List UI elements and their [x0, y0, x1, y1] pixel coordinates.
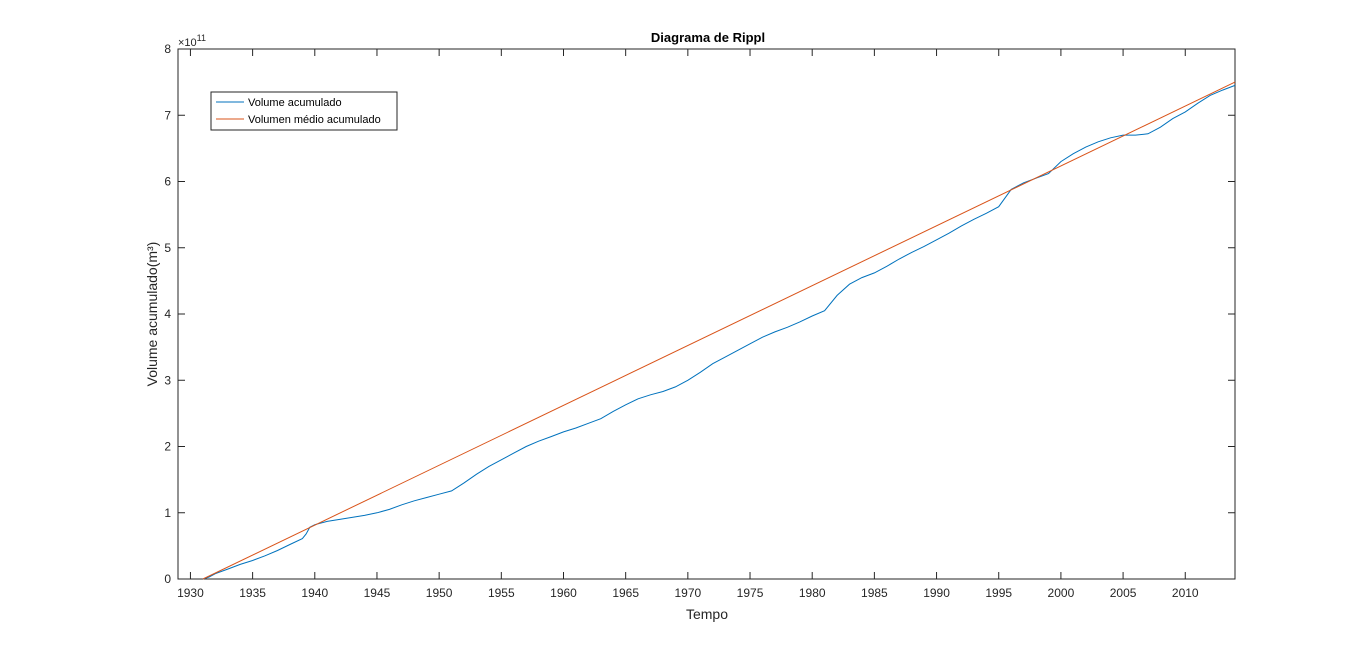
y-tick-label: 0: [164, 572, 171, 586]
x-tick-label: 1935: [239, 586, 266, 600]
series-layer: [202, 81, 1236, 580]
y-tick-label: 1: [164, 506, 171, 520]
x-tick-label: 2010: [1172, 586, 1199, 600]
x-tick-label: 1940: [301, 586, 328, 600]
y-exponent-base: ×10: [178, 37, 197, 49]
series-line-volume-acumulado: [202, 84, 1236, 580]
plot-frame: [177, 48, 1236, 580]
y-tick-label: 2: [164, 440, 171, 454]
x-tick-label: 1945: [364, 586, 391, 600]
y-tick-label: 4: [164, 307, 171, 321]
y-axis-ticks: 0 1 2 3 4 5 6 7 8: [164, 42, 1235, 586]
x-tick-label: 1955: [488, 586, 515, 600]
x-tick-label: 1960: [550, 586, 577, 600]
y-tick-label: 8: [164, 42, 171, 56]
y-tick-label: 5: [164, 241, 171, 255]
x-tick-label: 1990: [923, 586, 950, 600]
series-line-volumen-medio-acumulado: [202, 81, 1236, 580]
y-tick-label: 3: [164, 373, 171, 387]
x-tick-label: 1930: [177, 586, 204, 600]
y-tick-label: 7: [164, 108, 171, 122]
x-axis-ticks: 1930 1935 1940 1945 1950 1955 1960 1965 1970 1975…: [177, 49, 1199, 600]
x-axis-label: Tempo: [686, 606, 728, 622]
x-tick-label: 1970: [674, 586, 701, 600]
y-exponent-label: ×1011: [178, 33, 206, 49]
y-tick-label: 6: [164, 175, 171, 189]
x-tick-label: 1950: [426, 586, 453, 600]
y-exponent-power: 11: [197, 33, 206, 43]
x-tick-label: 2005: [1110, 586, 1137, 600]
x-tick-label: 1995: [985, 586, 1012, 600]
x-tick-label: 1980: [799, 586, 826, 600]
legend: Volume acumulado Volumen médio acumulado: [210, 91, 398, 131]
legend-label-volume-acumulado: Volume acumulado: [248, 97, 342, 109]
y-axis-label: Volume acumulado(m³): [144, 242, 160, 387]
x-tick-label: 1985: [861, 586, 888, 600]
legend-box: [210, 91, 398, 131]
x-tick-label: 1965: [612, 586, 639, 600]
x-tick-label: 1975: [737, 586, 764, 600]
legend-label-volumen-medio-acumulado: Volumen médio acumulado: [248, 114, 381, 126]
plot-area: 1930 1935 1940 1945 1950 1955 1960 1965 1970 1975…: [164, 42, 1236, 600]
chart-title: Diagrama de Rippl: [651, 30, 765, 45]
x-tick-label: 2000: [1048, 586, 1075, 600]
